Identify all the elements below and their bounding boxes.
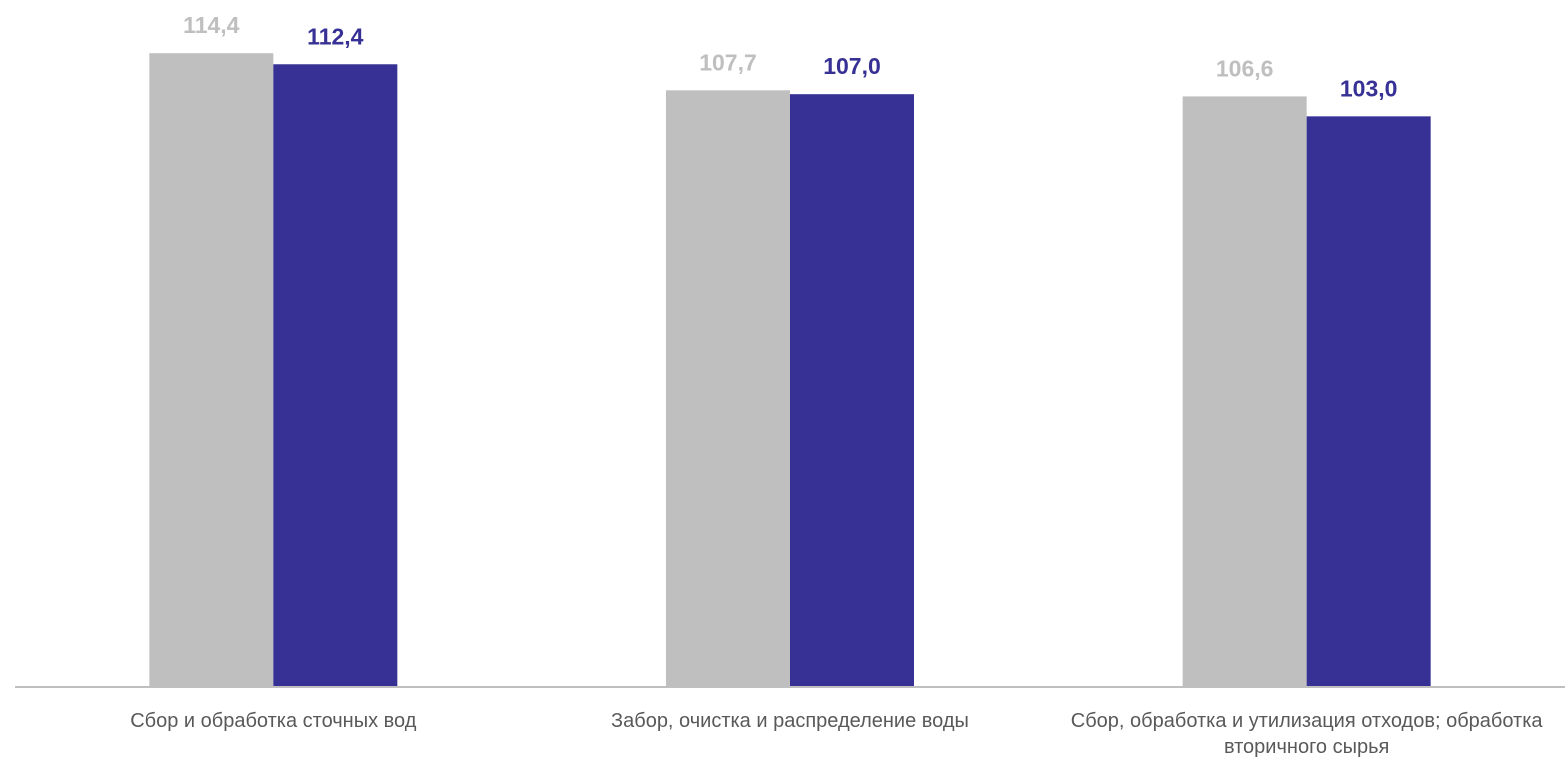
bar xyxy=(1306,116,1431,687)
bar xyxy=(273,64,398,687)
value-label: 106,6 xyxy=(1216,55,1274,81)
x-tick-label: Сбор, обработка и утилизация отходов; об… xyxy=(1070,710,1543,758)
value-label: 103,0 xyxy=(1340,75,1398,101)
value-label: 107,0 xyxy=(823,53,881,79)
x-tick-label: Сбор и обработка сточных вод xyxy=(130,710,417,732)
bar xyxy=(149,53,274,688)
bar xyxy=(790,94,914,687)
value-label: 114,4 xyxy=(183,12,239,38)
bar xyxy=(666,90,790,688)
value-label: 112,4 xyxy=(307,23,363,49)
bar xyxy=(1182,96,1307,687)
x-tick-label: Забор, очистка и распределение воды xyxy=(611,710,969,732)
value-label: 107,7 xyxy=(699,49,757,75)
